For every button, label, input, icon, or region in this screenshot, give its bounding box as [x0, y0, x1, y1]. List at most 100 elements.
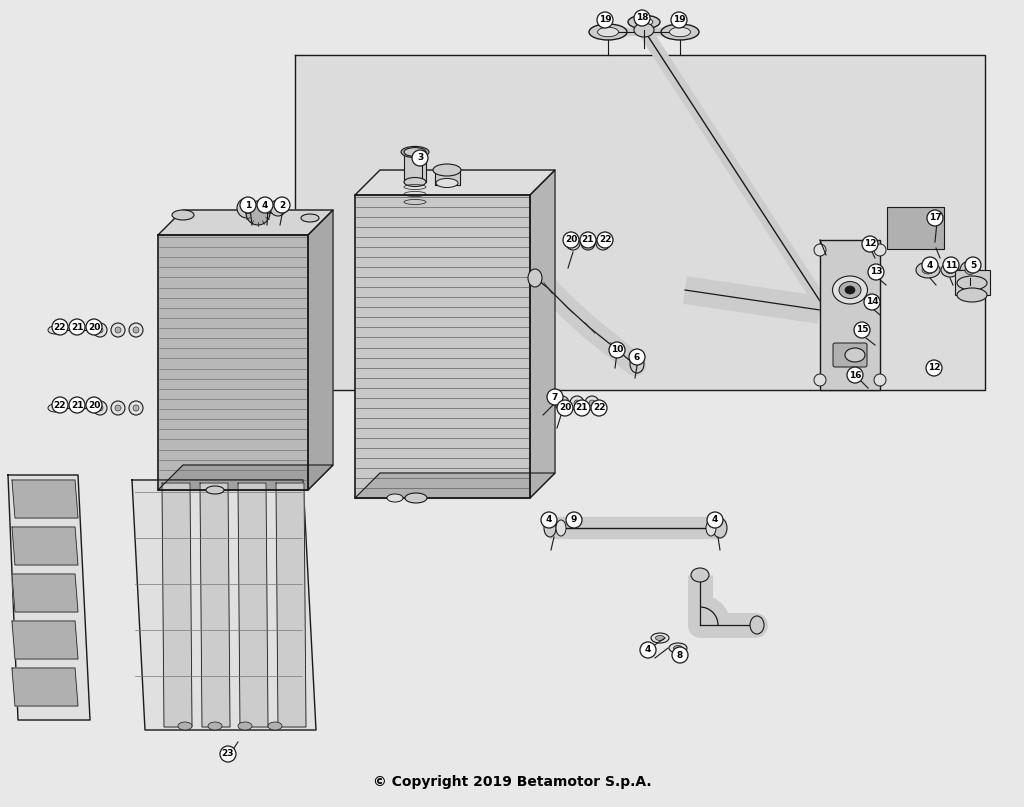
- Text: 21: 21: [582, 236, 594, 245]
- Circle shape: [574, 400, 590, 416]
- Polygon shape: [12, 621, 78, 659]
- Ellipse shape: [941, 263, 959, 277]
- Ellipse shape: [651, 633, 669, 643]
- Ellipse shape: [706, 520, 716, 536]
- Ellipse shape: [268, 722, 282, 730]
- Ellipse shape: [301, 214, 319, 222]
- Ellipse shape: [528, 269, 542, 287]
- Circle shape: [541, 512, 557, 528]
- Circle shape: [69, 319, 85, 335]
- Ellipse shape: [833, 276, 867, 304]
- Text: 17: 17: [929, 214, 941, 223]
- Ellipse shape: [406, 493, 427, 503]
- Polygon shape: [820, 240, 880, 390]
- Ellipse shape: [662, 24, 699, 40]
- Circle shape: [596, 236, 610, 250]
- Circle shape: [597, 232, 613, 248]
- Ellipse shape: [404, 178, 426, 186]
- Ellipse shape: [172, 210, 194, 220]
- Circle shape: [864, 294, 880, 310]
- Ellipse shape: [630, 355, 644, 373]
- Polygon shape: [276, 483, 306, 727]
- Polygon shape: [12, 480, 78, 518]
- Ellipse shape: [436, 178, 458, 187]
- Ellipse shape: [839, 282, 861, 299]
- Text: 2: 2: [279, 200, 285, 210]
- Polygon shape: [355, 473, 555, 498]
- Ellipse shape: [845, 348, 865, 362]
- Text: 3: 3: [417, 153, 423, 162]
- Text: 20: 20: [88, 323, 100, 332]
- Ellipse shape: [544, 519, 556, 537]
- Circle shape: [93, 323, 106, 337]
- Ellipse shape: [633, 354, 643, 362]
- Text: 4: 4: [712, 516, 718, 525]
- Bar: [404, 154, 426, 182]
- Circle shape: [240, 197, 256, 213]
- Circle shape: [237, 198, 257, 218]
- Text: 15: 15: [856, 325, 868, 334]
- Circle shape: [868, 264, 884, 280]
- Circle shape: [115, 327, 121, 333]
- Circle shape: [258, 201, 272, 215]
- Polygon shape: [355, 195, 530, 498]
- Ellipse shape: [48, 404, 62, 412]
- Text: 22: 22: [53, 323, 67, 332]
- Circle shape: [129, 401, 143, 415]
- Circle shape: [69, 397, 85, 413]
- Circle shape: [559, 400, 565, 406]
- Circle shape: [854, 322, 870, 338]
- Polygon shape: [435, 170, 460, 185]
- Bar: [955, 270, 990, 295]
- Circle shape: [52, 319, 68, 335]
- Ellipse shape: [628, 15, 660, 29]
- Circle shape: [111, 401, 125, 415]
- Circle shape: [922, 257, 938, 273]
- Text: 4: 4: [262, 200, 268, 210]
- Circle shape: [640, 642, 656, 658]
- Circle shape: [570, 396, 584, 410]
- Text: 22: 22: [53, 400, 67, 409]
- Ellipse shape: [750, 616, 764, 634]
- Circle shape: [580, 232, 596, 248]
- Circle shape: [672, 647, 688, 663]
- Circle shape: [220, 746, 236, 762]
- Circle shape: [874, 374, 886, 386]
- Circle shape: [274, 197, 290, 213]
- Ellipse shape: [401, 146, 429, 157]
- Text: 4: 4: [927, 261, 933, 270]
- Ellipse shape: [670, 27, 690, 37]
- Polygon shape: [200, 483, 230, 727]
- Text: 21: 21: [575, 404, 588, 412]
- Ellipse shape: [238, 722, 252, 730]
- Circle shape: [609, 342, 625, 358]
- Polygon shape: [8, 475, 90, 720]
- Circle shape: [555, 396, 569, 410]
- Polygon shape: [530, 170, 555, 498]
- Ellipse shape: [713, 518, 727, 538]
- Circle shape: [86, 397, 102, 413]
- Text: 4: 4: [546, 516, 552, 525]
- Circle shape: [874, 244, 886, 256]
- Circle shape: [566, 236, 580, 250]
- Circle shape: [965, 257, 981, 273]
- Ellipse shape: [691, 568, 709, 582]
- Circle shape: [86, 319, 102, 335]
- Circle shape: [557, 400, 573, 416]
- Circle shape: [585, 396, 599, 410]
- Polygon shape: [132, 480, 316, 730]
- Text: 4: 4: [645, 646, 651, 654]
- Ellipse shape: [178, 722, 193, 730]
- Text: 19: 19: [673, 15, 685, 24]
- Ellipse shape: [957, 276, 987, 290]
- Text: 13: 13: [869, 267, 883, 277]
- Circle shape: [814, 374, 826, 386]
- Text: © Copyright 2019 Betamotor S.p.A.: © Copyright 2019 Betamotor S.p.A.: [373, 775, 651, 789]
- Circle shape: [591, 400, 607, 416]
- Text: 5: 5: [970, 261, 976, 270]
- Circle shape: [547, 389, 563, 405]
- Circle shape: [634, 10, 650, 26]
- Circle shape: [133, 405, 139, 411]
- Polygon shape: [162, 483, 193, 727]
- Ellipse shape: [945, 266, 954, 274]
